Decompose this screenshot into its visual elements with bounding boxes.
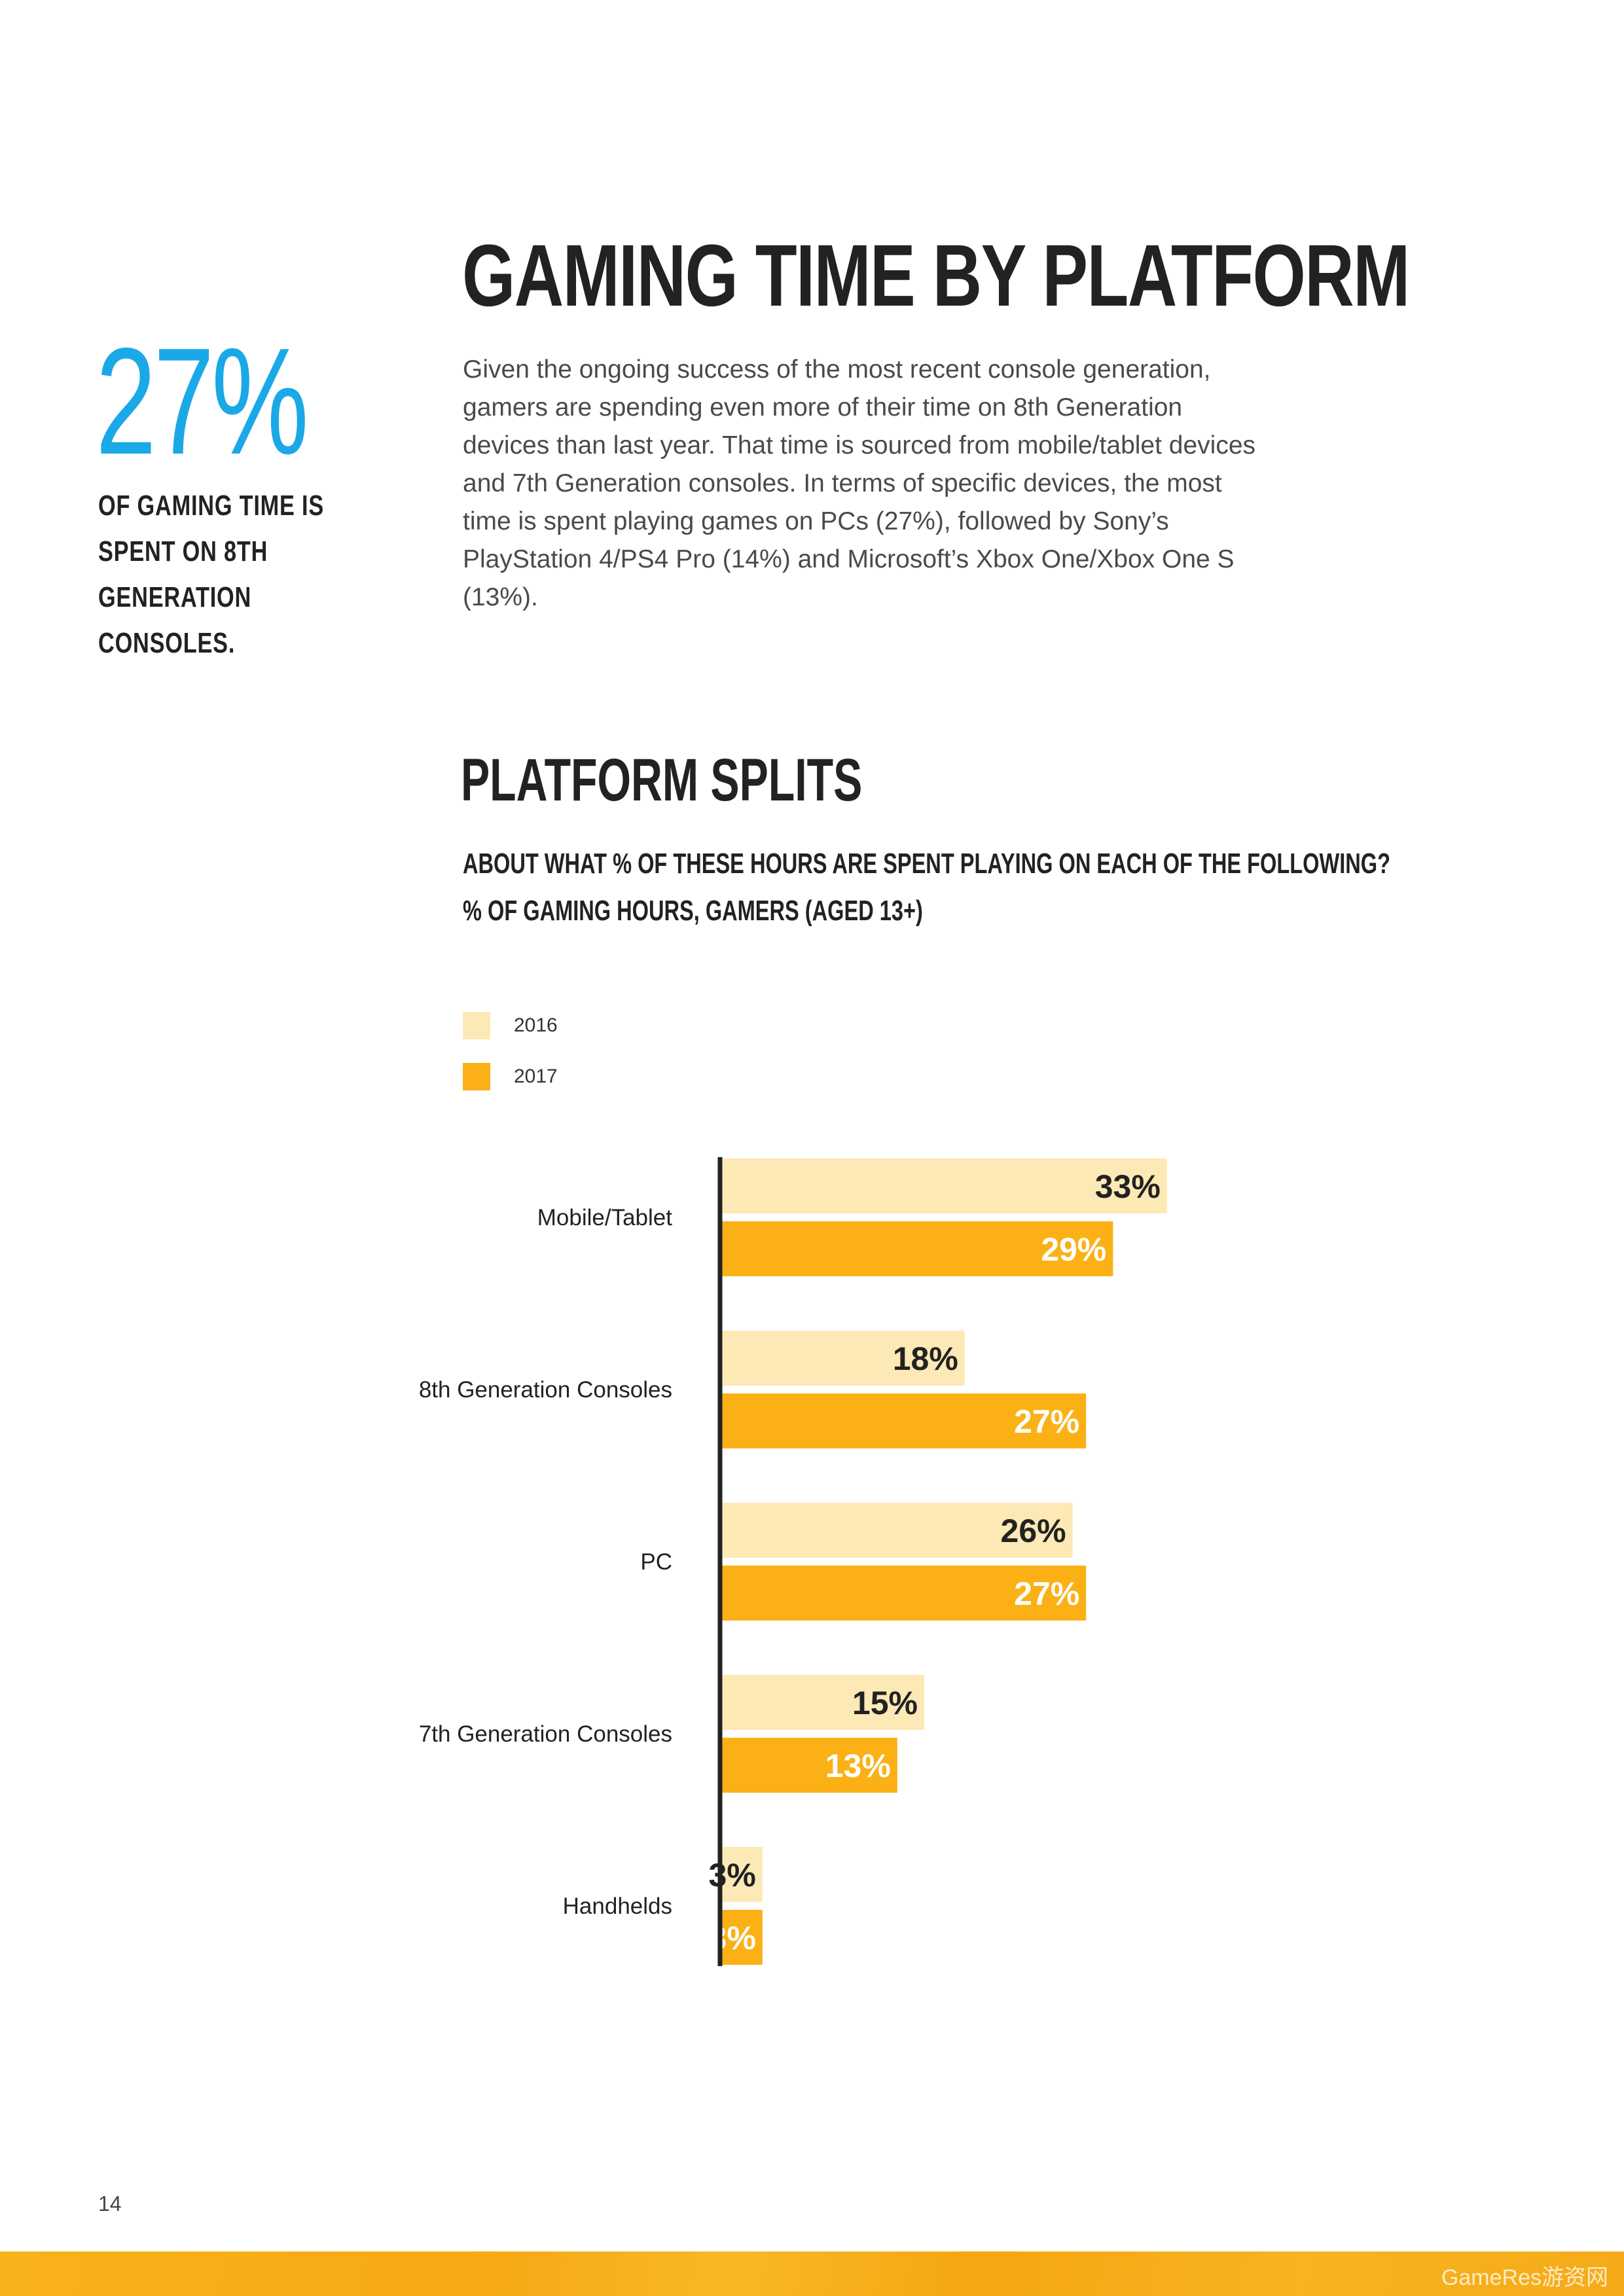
bar-value-label: 29% bbox=[1041, 1231, 1106, 1268]
bar-2017-3 bbox=[722, 1738, 897, 1793]
legend-swatch-2016 bbox=[463, 1012, 490, 1039]
footer-band bbox=[0, 2251, 1624, 2296]
bar-value-label: 3% bbox=[709, 1920, 756, 1956]
category-label: 8th Generation Consoles bbox=[419, 1377, 672, 1403]
legend-label-2016: 2016 bbox=[514, 1014, 558, 1036]
watermark: GameRes游资网 bbox=[1441, 2265, 1608, 2290]
chart-subtitle: % OF GAMING HOURS, GAMERS (AGED 13+) bbox=[463, 895, 923, 927]
page-number: 14 bbox=[98, 2192, 122, 2215]
category-label: 7th Generation Consoles bbox=[419, 1721, 672, 1747]
category-label: PC bbox=[640, 1549, 672, 1575]
bar-2017-2 bbox=[722, 1566, 1087, 1621]
legend-label-2017: 2017 bbox=[514, 1066, 558, 1087]
bar-value-label: 15% bbox=[852, 1685, 918, 1721]
bar-2016-3 bbox=[722, 1675, 924, 1730]
highlight-stat-caption: OF GAMING TIME IS SPENT ON 8TH GENERATIO… bbox=[98, 483, 384, 666]
bar-value-label: 26% bbox=[1001, 1513, 1066, 1549]
bar-2017-4 bbox=[722, 1910, 763, 1965]
bar-2016-0 bbox=[722, 1158, 1167, 1213]
bar-value-label: 33% bbox=[1095, 1168, 1161, 1205]
chart-question: ABOUT WHAT % OF THESE HOURS ARE SPENT PL… bbox=[463, 848, 1390, 880]
bar-value-label: 27% bbox=[1014, 1575, 1079, 1612]
bar-2016-4 bbox=[722, 1847, 763, 1902]
chart-title: PLATFORM SPLITS bbox=[461, 747, 863, 814]
bar-2016-1 bbox=[722, 1331, 965, 1386]
legend-item-2016: 2016 bbox=[463, 1012, 558, 1039]
bar-2017-0 bbox=[722, 1221, 1113, 1276]
bar-value-label: 18% bbox=[893, 1340, 958, 1377]
bar-value-label: 13% bbox=[825, 1748, 891, 1784]
bar-value-label: 3% bbox=[709, 1857, 756, 1893]
legend-item-2017: 2017 bbox=[463, 1063, 558, 1090]
legend-swatch-2017 bbox=[463, 1063, 490, 1090]
bar-2016-2 bbox=[722, 1503, 1073, 1558]
intro-paragraph: Given the ongoing success of the most re… bbox=[463, 355, 1256, 611]
stat-caption-line: CONSOLES. bbox=[98, 627, 236, 659]
stat-caption-line: SPENT ON 8TH GENERATION bbox=[98, 535, 268, 613]
bar-2017-1 bbox=[722, 1393, 1087, 1448]
page-title: GAMING TIME BY PLATFORM bbox=[462, 227, 1410, 325]
bar-value-label: 27% bbox=[1014, 1403, 1079, 1440]
category-label: Handhelds bbox=[563, 1893, 672, 1919]
stat-caption-line: OF GAMING TIME IS bbox=[98, 490, 325, 522]
highlight-stat: 27% bbox=[96, 317, 309, 486]
category-label: Mobile/Tablet bbox=[537, 1205, 672, 1230]
